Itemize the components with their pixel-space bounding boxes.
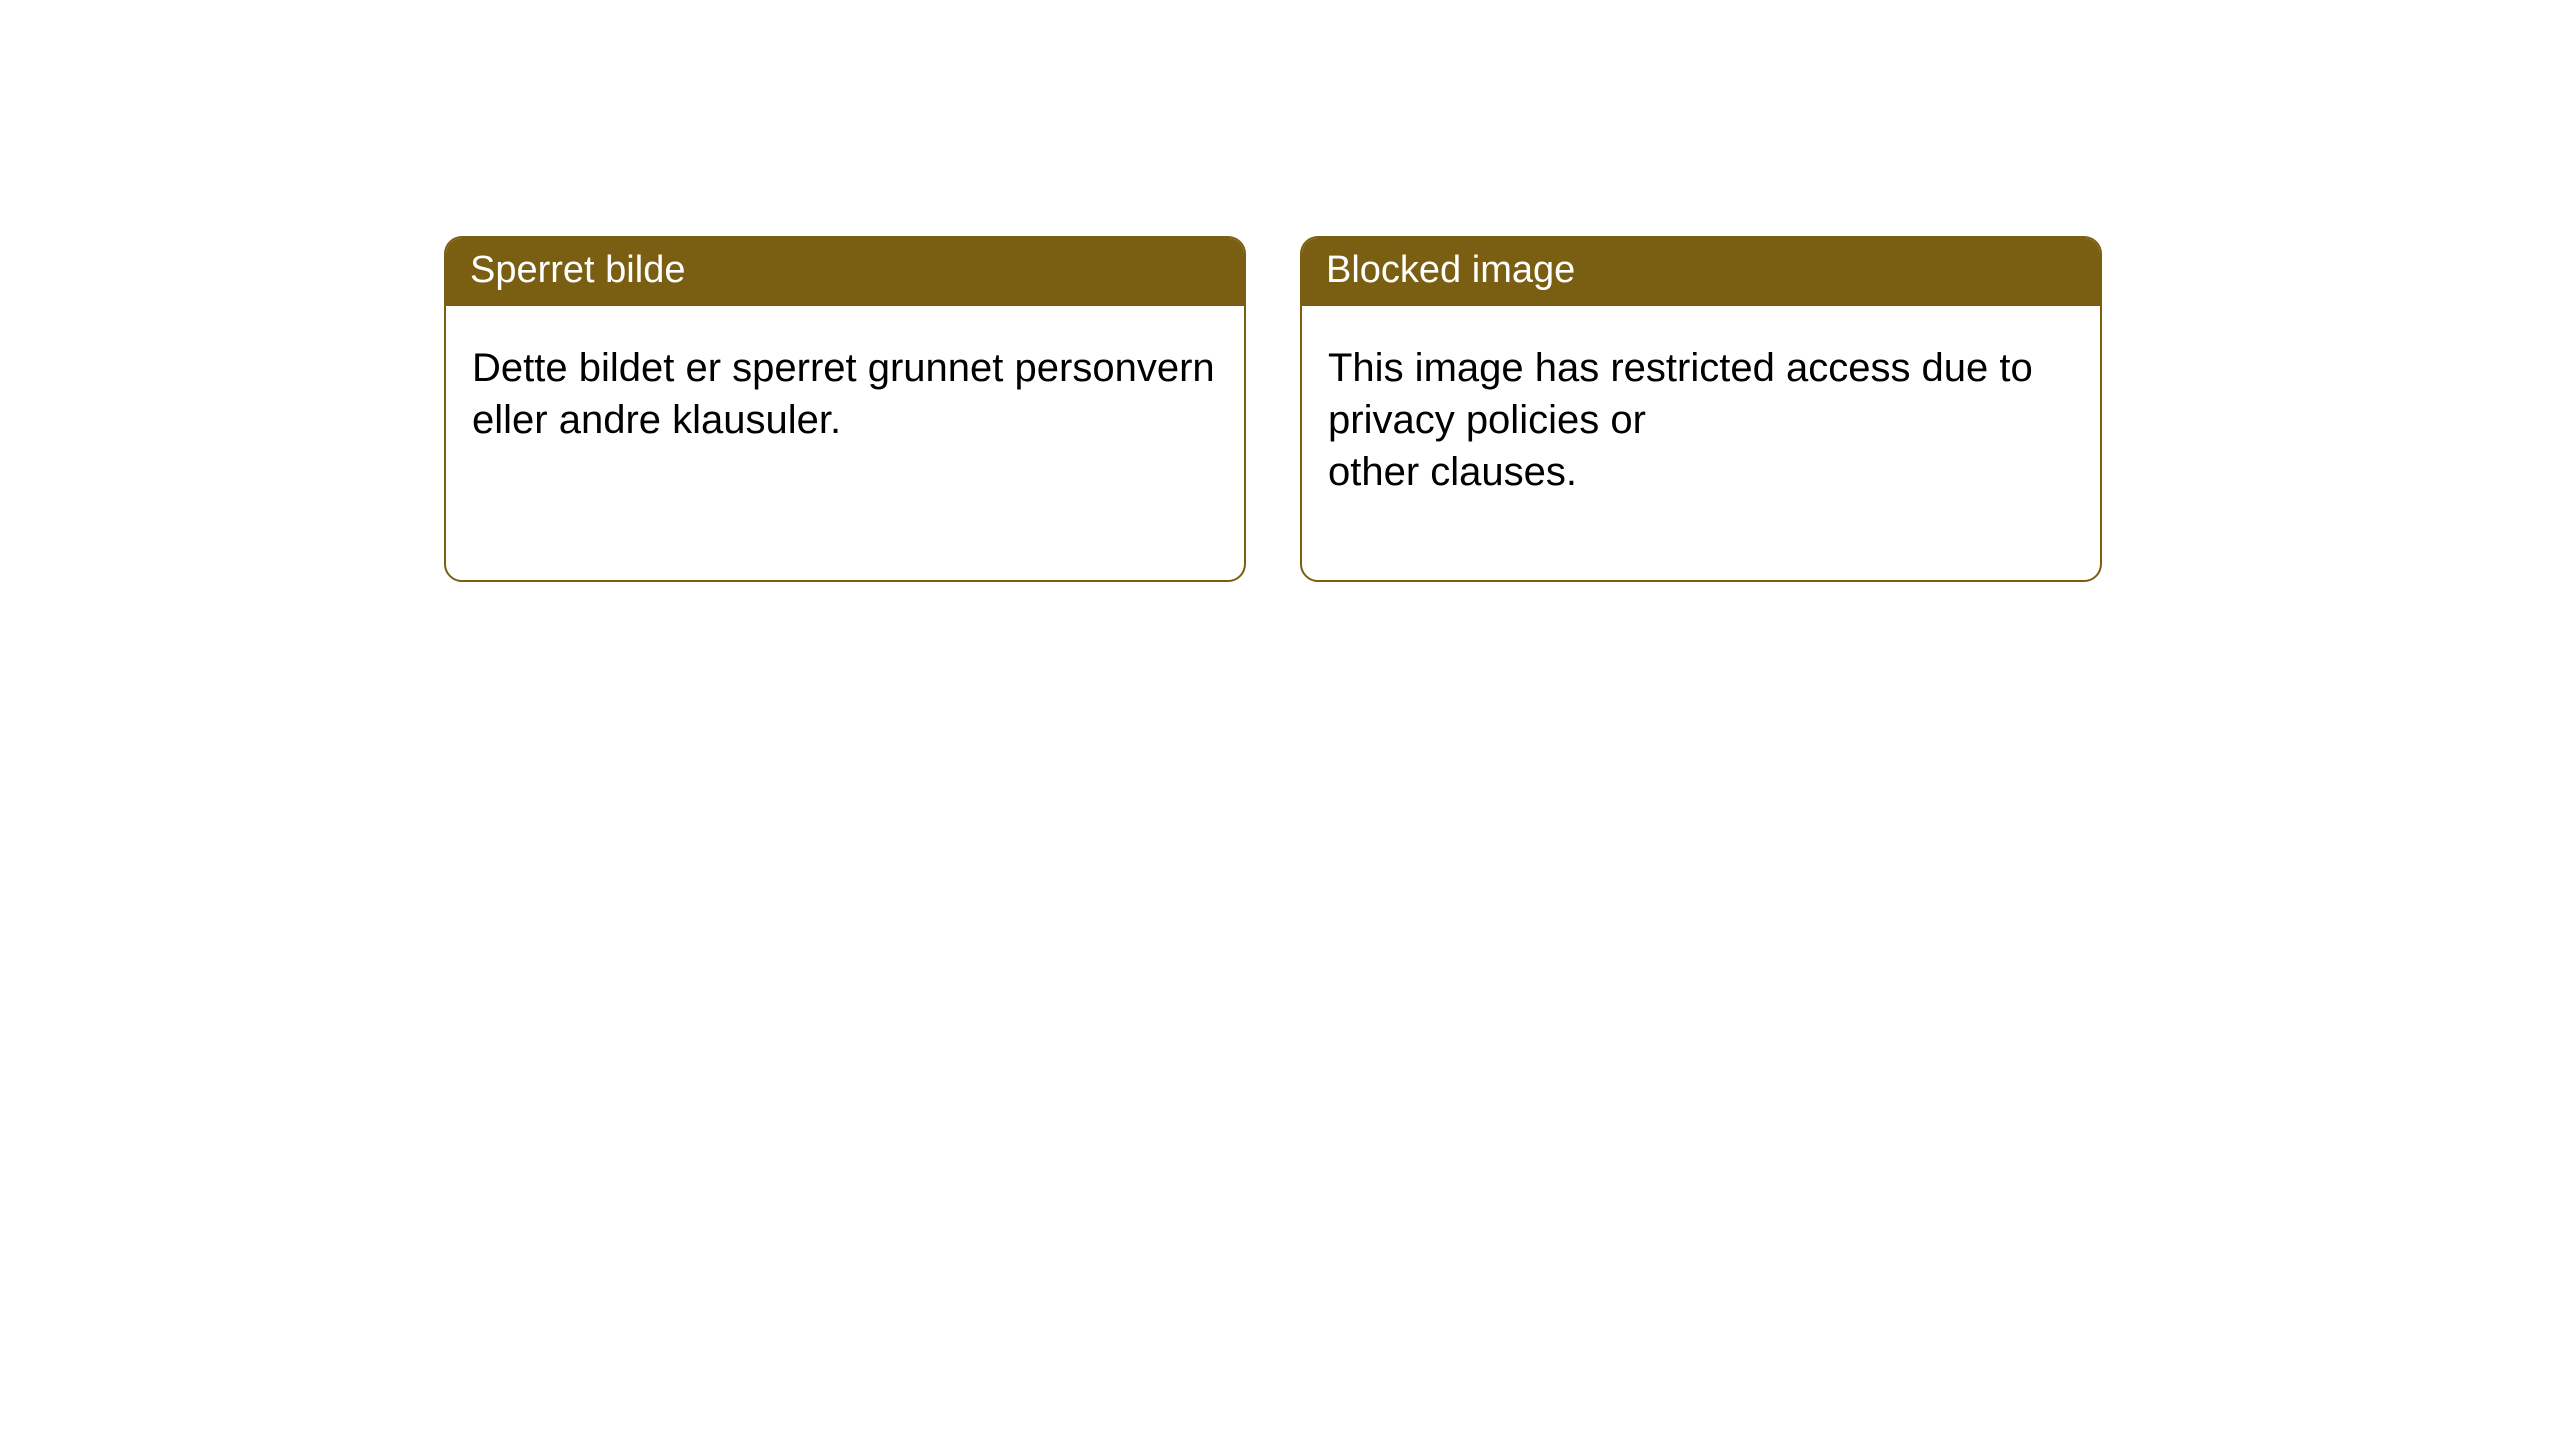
card-header-en: Blocked image [1302, 238, 2100, 306]
card-header-no: Sperret bilde [446, 238, 1244, 306]
card-body-en: This image has restricted access due to … [1302, 306, 2100, 580]
card-body-no: Dette bildet er sperret grunnet personve… [446, 306, 1244, 580]
blocked-image-card-no: Sperret bilde Dette bildet er sperret gr… [444, 236, 1246, 582]
blocked-image-card-en: Blocked image This image has restricted … [1300, 236, 2102, 582]
notice-cards-container: Sperret bilde Dette bildet er sperret gr… [0, 0, 2560, 582]
